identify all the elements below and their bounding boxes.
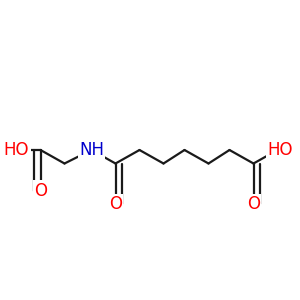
Text: HO: HO [4,141,29,159]
Text: O: O [34,182,47,200]
Text: NH: NH [79,141,104,159]
Text: HO: HO [268,141,293,159]
Text: O: O [247,195,260,213]
Text: O: O [109,195,122,213]
